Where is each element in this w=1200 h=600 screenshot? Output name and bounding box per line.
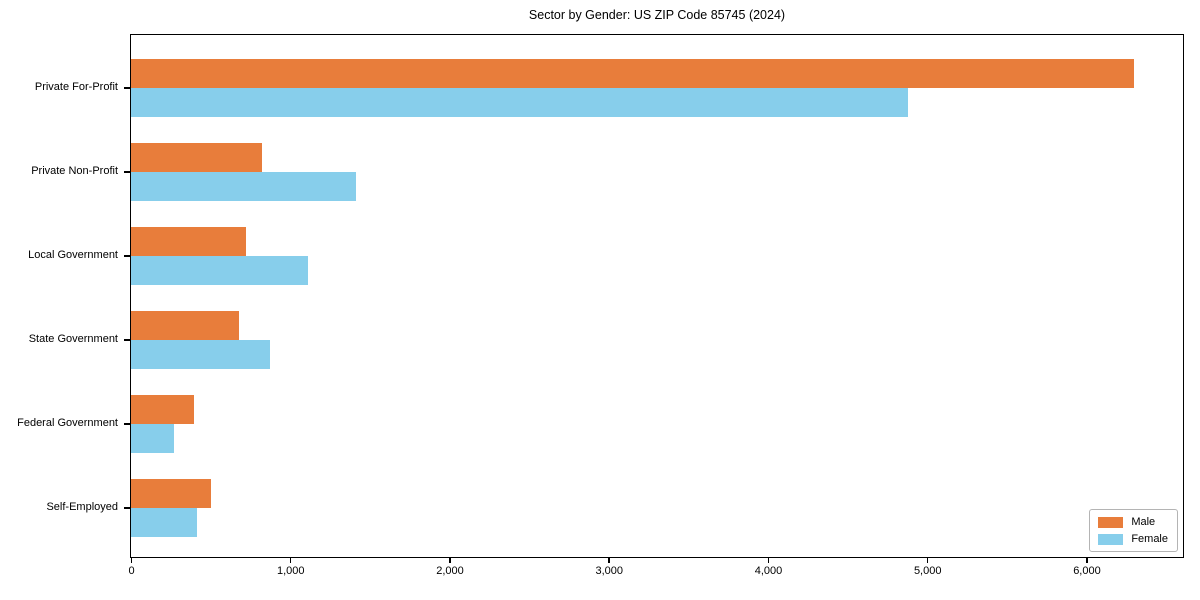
x-label-3000: 3,000 bbox=[595, 565, 623, 577]
x-tick-1000 bbox=[289, 558, 292, 563]
y-tick-local-government bbox=[124, 255, 130, 257]
bar-male-private-for-profit bbox=[131, 59, 1134, 88]
x-tick-3000 bbox=[608, 558, 610, 563]
x-tick-4000 bbox=[767, 558, 770, 563]
legend-swatch-female bbox=[1098, 533, 1124, 545]
y-tick-self-employed bbox=[124, 507, 130, 509]
bar-male-state-government bbox=[131, 311, 239, 340]
y-label-self-employed: Self-Employed bbox=[46, 500, 118, 513]
y-label-state-government: State Government bbox=[28, 332, 118, 345]
legend-entry-female: Female bbox=[1098, 533, 1168, 545]
x-tick-6000 bbox=[1086, 558, 1088, 563]
legend-label-female: Female bbox=[1131, 533, 1168, 545]
x-label-2000: 2,000 bbox=[436, 565, 464, 577]
chart-title: Sector by Gender: US ZIP Code 85745 (202… bbox=[528, 8, 786, 22]
bar-female-federal-government bbox=[131, 424, 174, 453]
y-label-private-for-profit: Private For-Profit bbox=[34, 80, 118, 93]
y-tick-state-government bbox=[124, 339, 130, 341]
bar-male-private-non-profit bbox=[131, 143, 262, 172]
plot-area: Male Female bbox=[130, 34, 1184, 558]
bar-female-local-government bbox=[131, 256, 308, 285]
y-tick-federal-government bbox=[124, 423, 130, 425]
bar-male-local-government bbox=[131, 227, 246, 256]
y-label-local-government: Local Government bbox=[28, 248, 118, 261]
bar-male-self-employed bbox=[131, 479, 211, 508]
x-label-6000: 6,000 bbox=[1073, 565, 1101, 577]
x-label-1000: 1,000 bbox=[276, 565, 305, 577]
x-label-0: 0 bbox=[128, 565, 135, 577]
y-tick-private-for-profit bbox=[124, 87, 130, 89]
legend-label-male: Male bbox=[1131, 516, 1156, 528]
x-label-5000: 5,000 bbox=[913, 565, 942, 577]
x-label-4000: 4,000 bbox=[754, 565, 783, 577]
bar-female-state-government bbox=[131, 340, 270, 369]
x-tick-0 bbox=[130, 558, 133, 563]
bar-female-self-employed bbox=[131, 508, 197, 537]
y-label-federal-government: Federal Government bbox=[17, 416, 118, 429]
x-tick-2000 bbox=[449, 558, 451, 563]
legend-entry-male: Male bbox=[1098, 516, 1168, 528]
y-label-private-non-profit: Private Non-Profit bbox=[31, 164, 118, 177]
bar-female-private-for-profit bbox=[131, 88, 908, 117]
bar-female-private-non-profit bbox=[131, 172, 356, 201]
x-tick-5000 bbox=[926, 558, 929, 563]
bar-male-federal-government bbox=[131, 395, 194, 424]
legend-swatch-male bbox=[1098, 516, 1124, 528]
y-tick-private-non-profit bbox=[124, 171, 130, 173]
legend: Male Female bbox=[1089, 509, 1178, 552]
